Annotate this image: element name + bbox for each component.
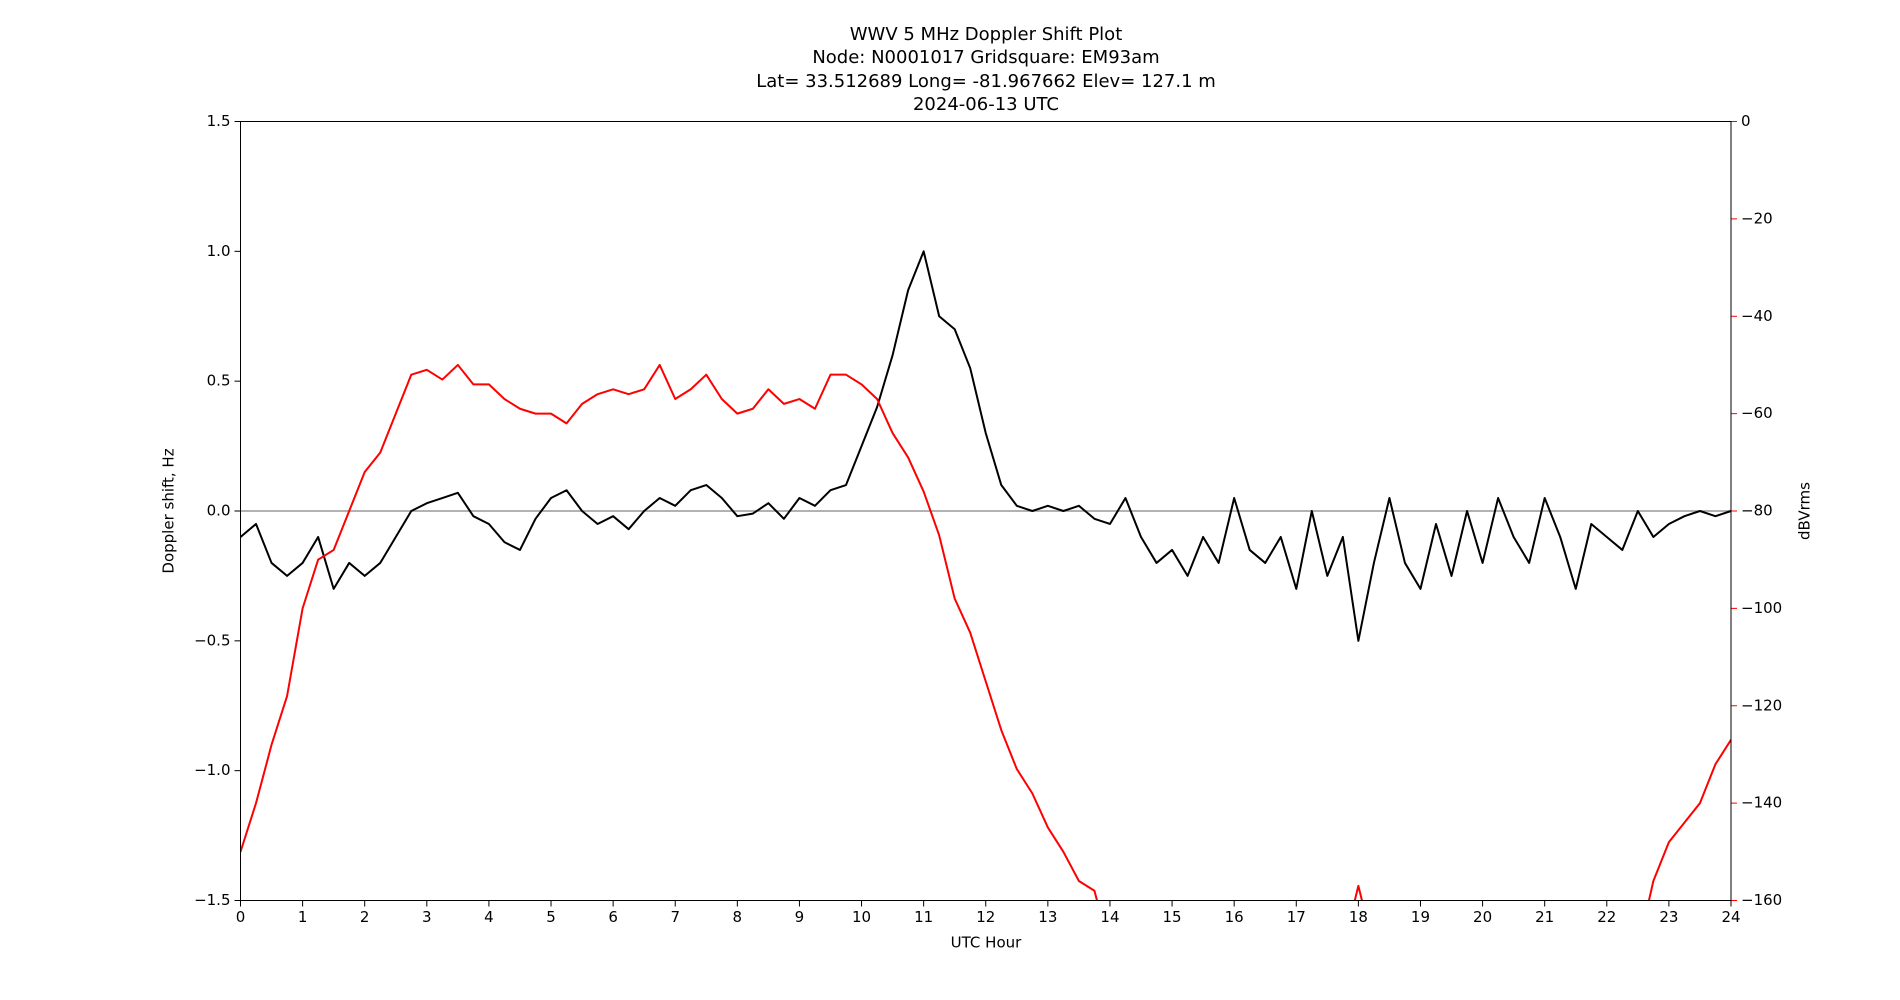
plot-lines [240, 250, 1732, 901]
y2-tick-label: −140 [1741, 794, 1782, 812]
x-tick-label: 17 [1287, 908, 1306, 926]
x-tick-label: 2 [360, 908, 370, 926]
x-tick-label: 13 [1038, 908, 1057, 926]
x-tick-label: 24 [1721, 908, 1740, 926]
y-tick-label: −0.5 [194, 631, 230, 649]
x-tick-label: 7 [670, 908, 680, 926]
y2-tick-label: −160 [1741, 891, 1782, 909]
x-tick-label: 22 [1597, 908, 1616, 926]
plot-frame [240, 121, 1732, 901]
y-tick-label: −1.0 [194, 761, 230, 779]
y-tick-label: 0.5 [207, 372, 231, 390]
title-line: Lat= 33.512689 Long= -81.967662 Elev= 12… [756, 71, 1216, 92]
y2-tick-label: −100 [1741, 599, 1782, 617]
y-tick-label: 1.5 [207, 112, 231, 130]
title-line: 2024-06-13 UTC [913, 94, 1059, 115]
x-tick-label: 9 [795, 908, 805, 926]
title-line: WWV 5 MHz Doppler Shift Plot [850, 24, 1123, 45]
x-tick-label: 1 [298, 908, 308, 926]
x-tick-label: 12 [976, 908, 995, 926]
series-line [240, 250, 1732, 642]
y2-tick-label: −80 [1741, 502, 1773, 520]
y2-tick-label: −40 [1741, 307, 1773, 325]
title-line: Node: N0001017 Gridsquare: EM93am [812, 47, 1159, 68]
x-tick-label: 20 [1473, 908, 1492, 926]
x-tick-label: 18 [1349, 908, 1368, 926]
x-tick-label: 15 [1163, 908, 1182, 926]
x-tick-label: 4 [484, 908, 494, 926]
x-tick-label: 19 [1411, 908, 1430, 926]
y-tick-label: 0.0 [207, 502, 231, 520]
y2-tick-label: −60 [1741, 404, 1773, 422]
y-tick-label: 1.0 [207, 242, 231, 260]
x-tick-label: 21 [1535, 908, 1554, 926]
y2-tick-label: 0 [1741, 112, 1751, 130]
x-tick-label: 10 [852, 908, 871, 926]
y2-tick-label: −120 [1741, 696, 1782, 714]
x-tick-label: 23 [1659, 908, 1678, 926]
x-tick-label: 6 [608, 908, 618, 926]
series-line [240, 363, 1732, 901]
y2-axis-label: dBVrms [1796, 482, 1814, 540]
y-tick-label: −1.5 [194, 891, 230, 909]
x-tick-label: 16 [1225, 908, 1244, 926]
x-tick-label: 0 [236, 908, 246, 926]
x-axis-label: UTC Hour [951, 934, 1022, 952]
x-tick-label: 14 [1100, 908, 1119, 926]
x-tick-label: 3 [422, 908, 432, 926]
x-tick-label: 5 [546, 908, 556, 926]
y2-tick-label: −20 [1741, 209, 1773, 227]
x-tick-label: 11 [914, 908, 933, 926]
y-axis-label: Doppler shift, Hz [160, 448, 178, 573]
x-tick-label: 8 [733, 908, 743, 926]
